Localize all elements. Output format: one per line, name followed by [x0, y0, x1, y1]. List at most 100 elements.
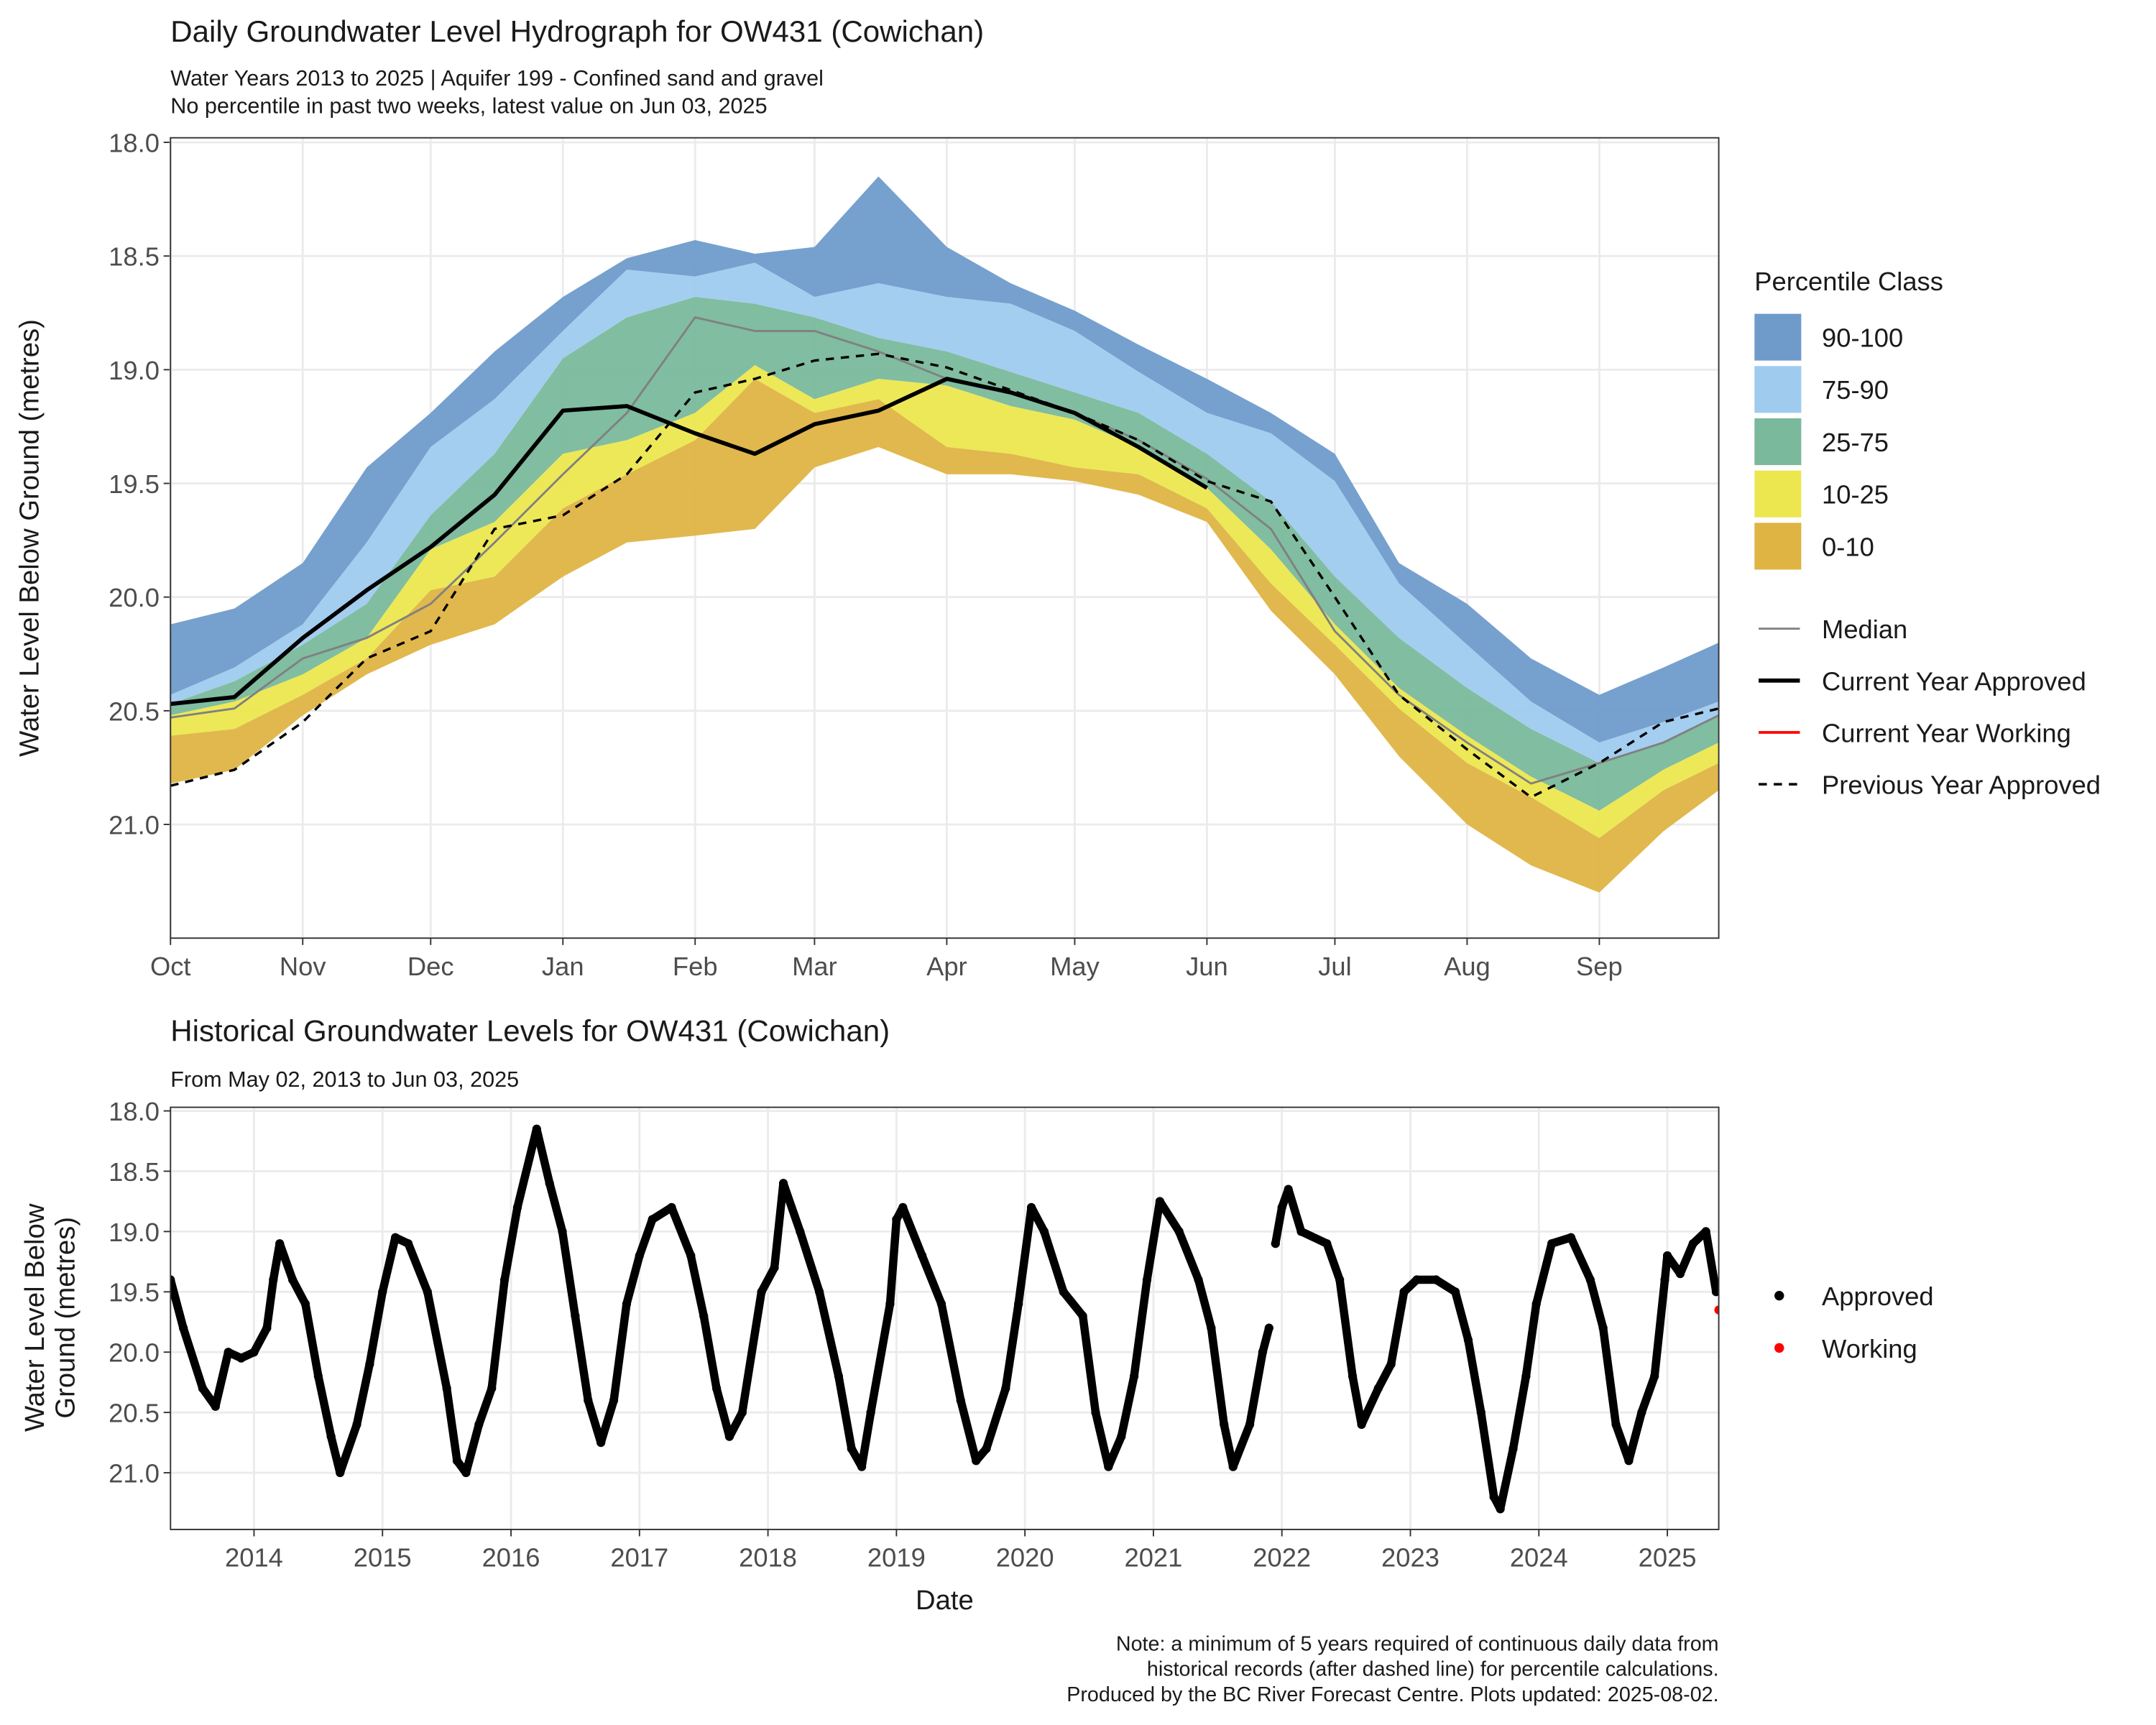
data-point [956, 1396, 965, 1405]
data-point [1386, 1359, 1396, 1369]
data-point [609, 1396, 619, 1405]
legend-label: Current Year Working [1822, 718, 2071, 748]
chart-subtitle: From May 02, 2013 to Jun 03, 2025 [170, 1067, 519, 1092]
legend-label: 75-90 [1822, 375, 1889, 405]
data-point [1598, 1323, 1608, 1333]
chart-title: Historical Groundwater Levels for OW431 … [170, 1014, 890, 1048]
chart-title: Daily Groundwater Level Hydrograph for O… [170, 14, 984, 48]
data-point [1174, 1227, 1184, 1236]
data-point [499, 1275, 510, 1284]
data-point [892, 1215, 901, 1224]
y-tick-label: 20.0 [109, 583, 160, 612]
data-point [403, 1239, 413, 1248]
data-point [1566, 1233, 1576, 1242]
data-point [1688, 1239, 1697, 1248]
y-tick-label: 19.5 [109, 469, 160, 499]
data-point [724, 1432, 734, 1441]
data-point [834, 1371, 844, 1381]
data-point [1322, 1239, 1332, 1248]
plot-area [170, 176, 1719, 893]
data-point [1129, 1371, 1139, 1381]
data-point [1271, 1239, 1280, 1248]
legend-swatch [1754, 313, 1802, 361]
x-tick-label: Jul [1318, 952, 1351, 981]
data-point [857, 1462, 867, 1471]
data-point [1701, 1227, 1710, 1236]
data-point [512, 1202, 522, 1212]
plot-border [170, 1106, 1720, 1530]
data-point [262, 1323, 272, 1333]
data-point [1373, 1384, 1383, 1393]
percentile-band [170, 297, 1719, 811]
data-point [452, 1456, 462, 1466]
data-point [1026, 1202, 1036, 1212]
y-tick-label: 18.5 [109, 1157, 160, 1187]
y-tick-label: 18.0 [109, 128, 160, 157]
data-point [545, 1179, 554, 1188]
data-point [1348, 1371, 1358, 1381]
y-tick-label: 21.0 [109, 1458, 160, 1488]
data-point [336, 1468, 345, 1478]
y-tick-label: 20.5 [109, 696, 160, 726]
data-point [269, 1275, 278, 1284]
chart-subtitle: No percentile in past two weeks, latest … [170, 93, 767, 118]
data-point [474, 1420, 484, 1430]
data-point [558, 1227, 567, 1236]
legend-label: 90-100 [1822, 323, 1903, 353]
data-point [170, 1275, 175, 1284]
x-tick-label: 2020 [996, 1543, 1054, 1573]
legend-point [1774, 1290, 1784, 1301]
data-point [622, 1299, 632, 1309]
data-point [1650, 1371, 1659, 1381]
data-point [1432, 1275, 1441, 1284]
data-point [1611, 1420, 1621, 1430]
data-point [1637, 1408, 1646, 1417]
data-point [796, 1227, 805, 1236]
data-point [1245, 1420, 1255, 1430]
data-point [635, 1251, 644, 1261]
x-tick-label: Apr [926, 952, 967, 981]
data-point [814, 1287, 824, 1297]
data-point [1014, 1299, 1023, 1309]
series-line [170, 352, 1719, 799]
x-tick-label: Jun [1186, 952, 1228, 981]
x-tick-label: May [1050, 952, 1100, 981]
x-tick-label: Nov [280, 952, 326, 981]
data-point [487, 1384, 497, 1393]
data-point [326, 1432, 336, 1441]
percentile-band [170, 176, 1719, 743]
x-tick-label: 2018 [739, 1543, 797, 1573]
data-point [275, 1239, 285, 1248]
data-point [571, 1311, 580, 1321]
data-point [1547, 1239, 1557, 1248]
footnote: Note: a minimum of 5 years required of c… [1116, 1632, 1719, 1655]
data-point [1258, 1348, 1268, 1357]
data-point [1207, 1323, 1216, 1333]
x-tick-label: Sep [1576, 952, 1623, 981]
y-tick-label: 20.5 [109, 1399, 160, 1428]
data-point [699, 1311, 709, 1321]
data-point [1675, 1269, 1685, 1279]
x-tick-label: Feb [673, 952, 718, 981]
data-point [1155, 1197, 1164, 1206]
x-tick-label: 2015 [354, 1543, 412, 1573]
data-point [198, 1384, 208, 1393]
x-axis-label: Date [916, 1585, 974, 1616]
data-point [1412, 1275, 1422, 1284]
percentile-band [170, 364, 1719, 838]
data-point [972, 1456, 981, 1466]
data-point [1660, 1275, 1669, 1284]
data-point [667, 1202, 676, 1212]
data-point [737, 1408, 747, 1417]
data-point [1194, 1275, 1203, 1284]
footnote: historical records (after dashed line) f… [1147, 1658, 1719, 1681]
data-point [1039, 1227, 1049, 1236]
data-point [378, 1287, 387, 1297]
legend-label: Current Year Approved [1822, 666, 2086, 696]
data-point [898, 1202, 908, 1212]
x-tick-label: Oct [150, 952, 191, 981]
y-tick-label: 21.0 [109, 810, 160, 840]
data-point [236, 1353, 246, 1363]
data-point [1450, 1287, 1460, 1297]
